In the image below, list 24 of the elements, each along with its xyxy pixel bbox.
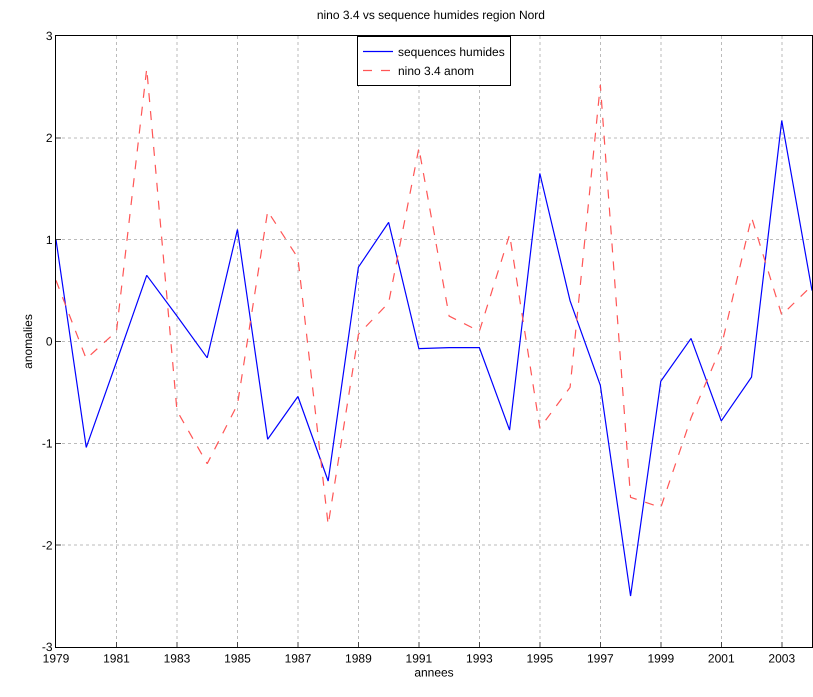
x-tick-label: 1999 [647,651,674,666]
x-tick-label: 2003 [768,651,796,666]
y-axis-title: anomalies [21,314,36,369]
x-tick-label: 1995 [526,651,554,666]
x-tick-label: 1997 [586,651,614,666]
y-tick-label: 3 [46,29,53,44]
legend-label: nino 3.4 anom [398,64,474,78]
x-axis-title: annees [414,665,454,680]
x-tick-label: 1983 [164,651,191,666]
x-tick-label: 1987 [284,651,312,666]
x-tick-label: 1991 [406,651,433,666]
y-tick-label: -1 [42,436,53,451]
legend-label: sequences humides [398,45,505,60]
y-tick-label: 1 [46,232,53,247]
x-tick-label: 1993 [466,651,494,666]
line-series [56,120,812,597]
y-tick-label: 0 [46,334,53,349]
x-tick-label: 2001 [708,651,735,666]
y-tick-label: -2 [42,538,53,552]
y-tick-label: 2 [46,131,53,146]
x-tick-label: 1981 [103,651,130,666]
chart-title: nino 3.4 vs sequence humides region Nord [316,8,545,22]
x-tick-label: 1989 [345,651,372,666]
x-tick-label: 1985 [224,651,252,666]
